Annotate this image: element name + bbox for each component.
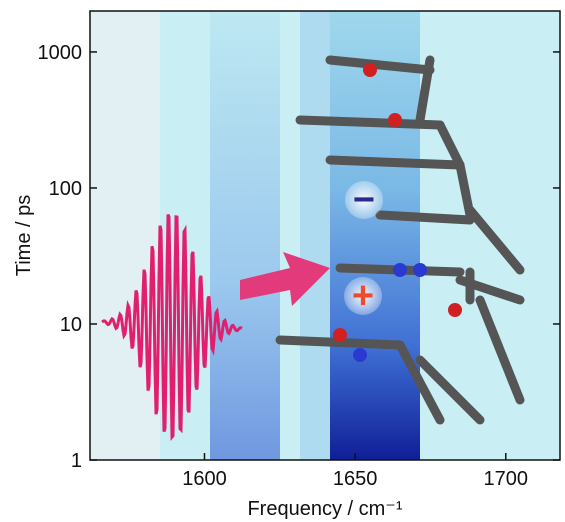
- molecule-atom: [333, 328, 347, 342]
- plot-area: −+: [90, 11, 560, 460]
- molecule-atom: [413, 263, 427, 277]
- contour-region: [330, 11, 420, 460]
- molecule-bond: [330, 160, 460, 165]
- annotation: −: [353, 179, 375, 221]
- molecule-atom: [393, 263, 407, 277]
- contour-region: [90, 11, 160, 460]
- molecule-atom: [448, 303, 462, 317]
- y-tick-label: 10: [60, 314, 82, 336]
- contour-region: [210, 11, 280, 460]
- molecule-atom: [353, 348, 367, 362]
- molecule-atom: [388, 113, 402, 127]
- x-axis-label: Frequency / cm⁻¹: [247, 498, 402, 520]
- y-axis-label: Time / ps: [13, 195, 35, 277]
- molecule-atom: [363, 63, 377, 77]
- annotation: +: [352, 275, 374, 317]
- x-tick-label: 1700: [484, 468, 529, 490]
- x-tick-label: 1650: [333, 468, 378, 490]
- contour-region: [300, 11, 330, 460]
- molecule-bond: [380, 215, 470, 220]
- y-tick-label: 100: [49, 178, 82, 200]
- y-tick-label: 1000: [38, 42, 83, 64]
- y-tick-label: 1: [71, 450, 82, 472]
- chart: −+ Frequency / cm⁻¹ Time / ps 1600165017…: [0, 0, 565, 522]
- x-tick-label: 1600: [182, 468, 227, 490]
